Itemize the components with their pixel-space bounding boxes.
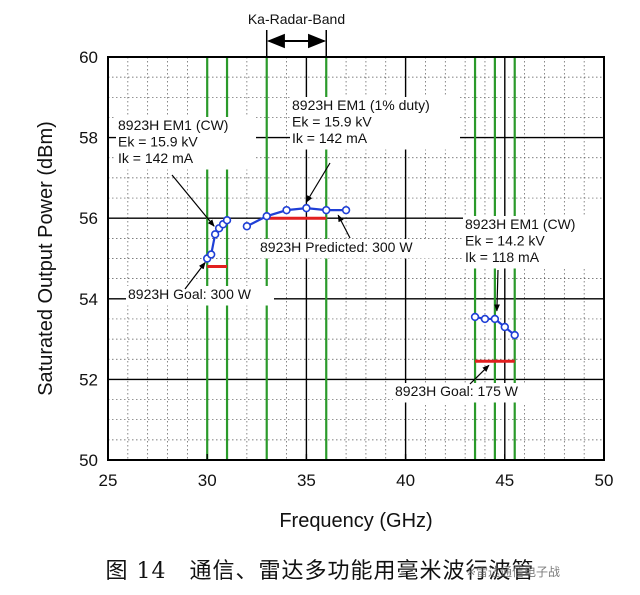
data-point — [341, 205, 351, 215]
data-point — [210, 230, 220, 239]
data-point — [480, 314, 490, 324]
annotation-text: 8923H Predicted: 300 W — [260, 239, 413, 255]
annotation-text: 8923H Goal: 300 W — [128, 286, 252, 302]
annotation-pointer — [494, 269, 500, 312]
y-axis-title: Saturated Output Power (dBm) — [35, 121, 57, 396]
annotation-bg — [116, 117, 256, 170]
data-point — [282, 205, 291, 215]
data-point — [490, 314, 500, 324]
annotation-text: Ek = 15.9 kV — [292, 114, 372, 130]
annotation-pointer — [469, 364, 490, 385]
y-tick-label: 52 — [79, 370, 98, 389]
data-point — [222, 216, 232, 225]
data-point — [510, 330, 519, 340]
annotation-bg — [393, 383, 543, 403]
annotation-text: 8923H EM1 (1% duty) — [292, 97, 430, 113]
y-tick-label: 54 — [79, 290, 98, 309]
x-tick-label: 25 — [99, 471, 118, 490]
x-tick-label: 45 — [495, 471, 514, 490]
watermark-text: ※雷达通信电子战 — [466, 565, 561, 579]
data-point — [302, 203, 311, 213]
annotation-pointer — [305, 162, 331, 203]
data-point — [322, 205, 331, 215]
y-tick-label: 50 — [79, 451, 98, 470]
chart: 25 30 35 40 45 50 50 52 54 56 58 60 Frequency (GHz) S… — [35, 11, 614, 532]
x-tick-label: 50 — [595, 471, 614, 490]
annotation-bg — [258, 239, 444, 259]
annotation-text: Ik = 142 mA — [292, 130, 368, 146]
y-tick-label: 60 — [79, 48, 98, 67]
x-tick-label: 30 — [198, 471, 217, 490]
data-point — [262, 211, 271, 221]
annotation-text: Ek = 15.9 kV — [118, 134, 198, 150]
annotation-pointer — [337, 214, 351, 239]
band-label: Ka-Radar-Band — [248, 11, 345, 27]
annotation-pointer — [184, 261, 206, 290]
annotation-bg — [126, 286, 274, 306]
y-tick-label: 58 — [79, 129, 98, 148]
data-point — [470, 312, 480, 322]
data-point — [206, 250, 216, 259]
y-tick-label: 56 — [79, 209, 98, 228]
plot-frame — [107, 56, 605, 461]
x-tick-label: 40 — [396, 471, 415, 490]
annotation-text: Ik = 118 mA — [465, 249, 540, 265]
annotation-text: 8923H EM1 (CW) — [465, 216, 575, 232]
data-point — [242, 222, 252, 231]
annotation-pointer — [171, 174, 215, 227]
annotation-bg — [290, 97, 460, 150]
data-point — [500, 322, 509, 332]
annotation-text: Ik = 142 mA — [118, 150, 194, 166]
annotation-text: 8923H Goal: 175 W — [395, 383, 519, 399]
x-axis-title: Frequency (GHz) — [279, 510, 432, 532]
annotation-text: Ek = 14.2 kV — [465, 233, 545, 249]
x-tick-label: 35 — [297, 471, 316, 490]
figure-caption: 图 14 通信、雷达多功能用毫米波行波管 — [105, 559, 535, 584]
annotation-text: 8923H EM1 (CW) — [118, 117, 228, 133]
annotation-bg — [463, 216, 603, 269]
